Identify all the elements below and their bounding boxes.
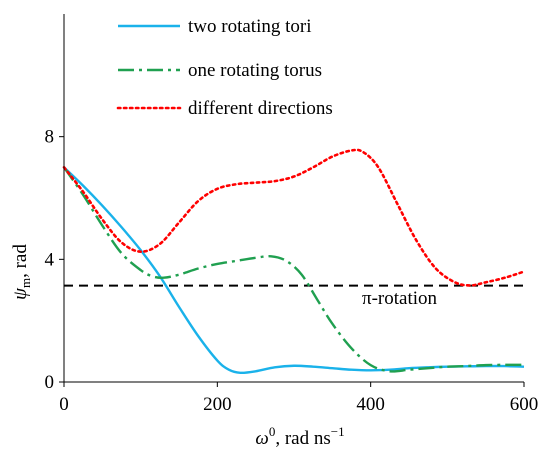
y-axis-title-tail: , rad (10, 244, 31, 278)
y-tick-label-0: 0 (45, 372, 55, 393)
x-axis-title-tail: , rad ns (275, 428, 330, 449)
x-axis-title: ω0, rad ns−1 (255, 424, 344, 449)
legend-label-different-directions: different directions (188, 98, 333, 119)
y-axis-title-sub: m (18, 278, 33, 288)
legend: two rotating tori one rotating torus diffe… (116, 16, 333, 119)
x-axis-title-sup: 0 (269, 424, 276, 439)
y-tick-label-8: 8 (45, 127, 55, 148)
axes (63, 14, 524, 383)
x-tick-label-400: 400 (356, 394, 385, 415)
x-axis-title-tail-sup: −1 (331, 424, 345, 439)
pi-rotation-label: π-rotation (362, 288, 438, 309)
legend-label-one-rotating-torus: one rotating torus (188, 60, 322, 81)
y-axis-title-main: ψ (10, 287, 31, 300)
series-line-different-directions (62, 148, 526, 287)
series-line-two-rotating-tori (63, 166, 525, 375)
series-line-one-rotating-torus (63, 166, 525, 373)
y-axis-title: ψm, rad (10, 244, 33, 300)
legend-label-two-rotating-tori: two rotating tori (188, 16, 311, 37)
x-tick-label-0: 0 (59, 394, 69, 415)
plot-area (62, 148, 526, 375)
y-tick-label-4: 4 (45, 249, 55, 270)
x-tick-label-600: 600 (510, 394, 539, 415)
ticks: 0 200 400 600 0 4 8 (45, 127, 539, 415)
x-axis-title-main: ω (255, 428, 268, 449)
x-tick-label-200: 200 (203, 394, 232, 415)
